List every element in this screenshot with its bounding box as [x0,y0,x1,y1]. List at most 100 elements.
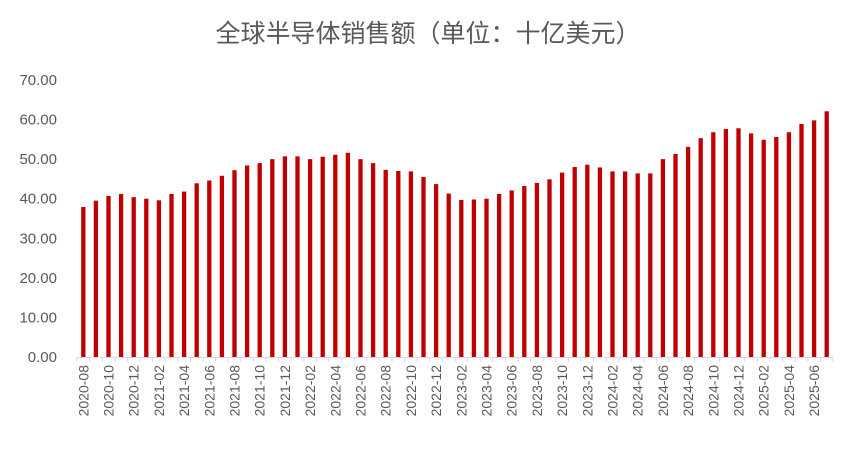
bar [522,186,527,357]
bar [156,200,162,357]
y-tick-label: 50.00 [19,151,57,168]
bar [723,129,729,357]
x-tick-label: 2021-08 [227,365,243,417]
bar [635,173,640,357]
y-tick-label: 60.00 [19,112,57,129]
bar [144,198,149,357]
bar [194,183,199,357]
bar [118,193,124,357]
x-tick-label: 2024-04 [630,365,646,417]
y-tick-label: 10.00 [19,309,57,326]
bar [270,159,275,357]
bar [547,179,552,357]
bar [761,139,766,357]
bar [471,199,477,357]
bar [648,173,653,357]
bar [774,136,779,357]
bar [811,120,817,357]
x-tick-label: 2021-10 [252,365,268,417]
x-tick-label: 2025-04 [781,365,797,417]
x-tick-label: 2024-06 [655,365,671,417]
bar [484,198,489,357]
bar [93,200,99,357]
bar [257,163,262,357]
x-tick-label: 2022-06 [353,365,369,417]
x-tick-label: 2021-06 [201,365,217,417]
bar [244,165,250,357]
bar [370,163,376,357]
bar [421,176,426,357]
x-tick-label: 2023-02 [453,365,469,417]
x-tick-label: 2023-12 [579,365,595,417]
bar [748,133,754,357]
bar [824,111,829,357]
bar [232,170,237,357]
x-tick-label: 2024-02 [605,365,621,417]
x-tick-label: 2023-08 [529,365,545,417]
bar [295,156,300,357]
chart-title: 全球半导体销售额（单位：十亿美元） [215,19,641,48]
bar [622,171,628,357]
x-tick-label: 2020-10 [101,365,117,417]
bar [181,191,187,357]
y-tick-label: 0.00 [28,349,57,366]
x-tick-label: 2021-02 [151,365,167,417]
x-tick-label: 2024-08 [680,365,696,417]
bar [597,167,603,357]
x-tick-label: 2025-02 [756,365,772,417]
bar [106,195,111,357]
x-tick-label: 2022-08 [378,365,394,417]
bar [559,172,565,357]
bar [333,154,338,357]
bar [610,171,615,357]
x-tick-label: 2024-10 [705,365,721,417]
bar [219,175,225,357]
y-tick-label: 20.00 [19,270,57,287]
bar [496,193,502,357]
x-tick-label: 2022-04 [327,365,343,417]
bar [459,199,464,357]
x-tick-label: 2020-08 [75,365,91,417]
bar [673,154,678,357]
x-tick-label: 2023-10 [554,365,570,417]
bar [509,190,514,357]
bar [433,184,439,357]
bar [169,193,174,357]
y-tick-label: 70.00 [19,72,57,89]
x-tick-label: 2022-12 [428,365,444,417]
y-tick-label: 30.00 [19,230,57,247]
bar [786,132,792,357]
bar [534,182,540,357]
bar [207,180,212,357]
x-tick-label: 2024-12 [731,365,747,417]
bar [282,156,288,357]
x-tick-label: 2021-04 [176,365,192,417]
bar [320,156,325,357]
x-tick-label: 2025-06 [806,365,822,417]
bar [131,197,136,357]
bar [711,132,716,357]
x-tick-label: 2023-04 [479,365,495,417]
bar [698,138,703,357]
bar [383,169,388,357]
y-tick-label: 40.00 [19,191,57,208]
bar [660,159,666,357]
x-tick-label: 2022-10 [403,365,419,417]
bar [396,171,401,357]
bar [81,207,86,357]
bar [358,159,363,357]
x-tick-label: 2020-12 [126,365,142,417]
bar [345,152,351,357]
x-tick-label: 2021-12 [277,365,293,417]
bar [799,123,804,357]
x-tick-label: 2023-06 [504,365,520,417]
bar [685,146,691,357]
bar [585,164,590,357]
bar [736,128,741,357]
x-tick-label: 2022-02 [302,365,318,417]
bar [572,167,577,357]
bar [408,171,414,357]
bar [446,193,451,357]
